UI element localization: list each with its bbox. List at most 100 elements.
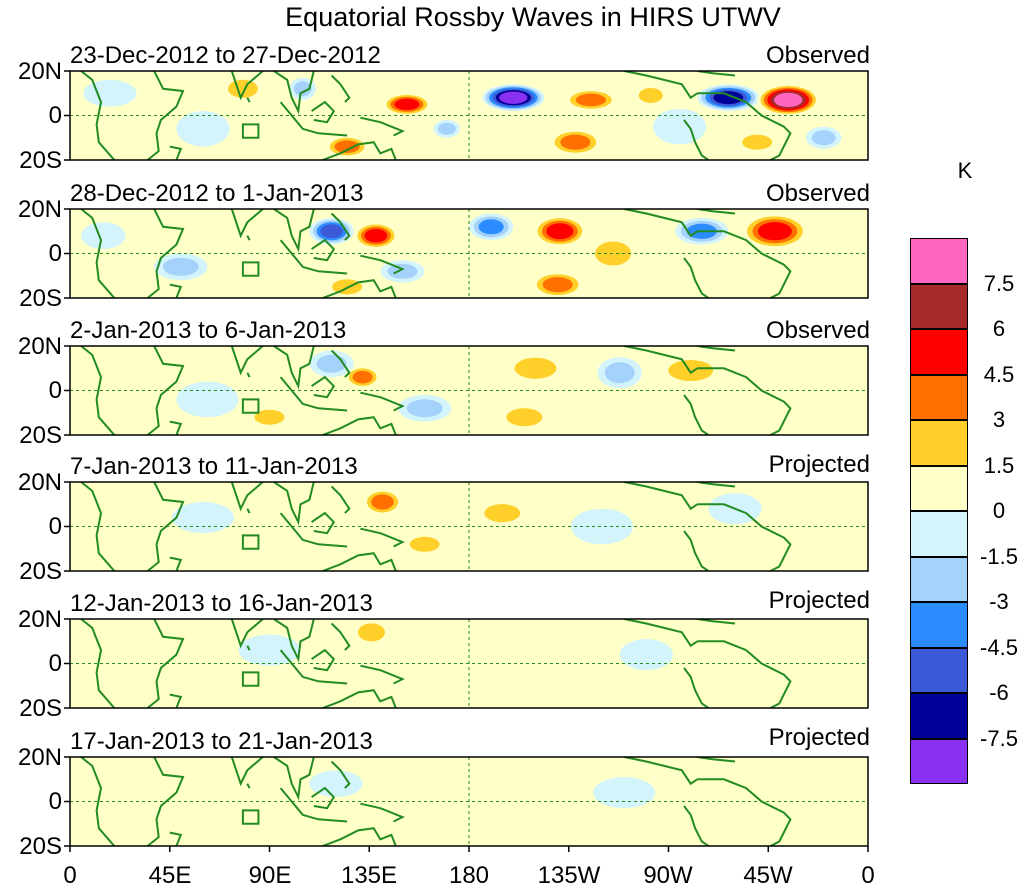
panel-3-status: Observed (765, 317, 870, 344)
positive-anomaly (352, 370, 373, 384)
region-box (241, 671, 260, 687)
coastline (80, 482, 116, 571)
coastline (246, 783, 251, 789)
positive-anomaly (114, 394, 159, 422)
coastline (169, 145, 183, 160)
negative-anomaly (811, 130, 836, 146)
colorbar-tick-label: 7.5 (983, 271, 1015, 296)
coastline (683, 805, 709, 846)
positive-anomaly (742, 134, 773, 150)
coastline (246, 97, 251, 103)
positive-anomaly (358, 623, 385, 642)
region-box (241, 398, 260, 414)
negative-anomaly (499, 91, 528, 104)
positive-anomaly (154, 799, 208, 831)
coastline (697, 640, 792, 708)
coastline (322, 416, 397, 435)
coastline (230, 71, 264, 101)
coastline (146, 346, 185, 435)
coastline (697, 367, 792, 435)
coastline (146, 209, 185, 298)
coastline (273, 209, 315, 253)
coastline (683, 394, 709, 435)
negative-anomaly (293, 81, 312, 97)
coastline (169, 693, 183, 708)
lat-label-0: 0 (48, 513, 62, 540)
panel-6-map (64, 756, 869, 852)
lon-label-135w: 135W (537, 862, 601, 889)
colorbar-swatch (910, 556, 968, 602)
lon-label-360: 0 (861, 862, 875, 889)
negative-anomaly (713, 91, 744, 105)
colorbar-unit: K (957, 158, 973, 183)
positive-anomaly (712, 636, 758, 664)
colorbar-swatch (910, 738, 968, 784)
coastline (697, 230, 792, 298)
lon-label-180: 180 (448, 862, 490, 889)
region-box (241, 809, 260, 825)
coastline (230, 346, 264, 376)
coastline (624, 346, 698, 375)
panel-1-date-range: 23-Dec-2012 to 27-Dec-2012 (70, 42, 381, 69)
coastline (80, 71, 116, 160)
coastline (360, 116, 405, 137)
panel-3-map (64, 345, 869, 436)
coastline (360, 802, 405, 823)
negative-anomaly (604, 362, 635, 384)
coastline (273, 346, 315, 390)
coastline (697, 92, 792, 160)
panel-5-date-range: 12-Jan-2013 to 16-Jan-2013 (70, 590, 373, 617)
colorbar-swatch (910, 602, 968, 648)
coastline (624, 482, 698, 511)
coastline (697, 503, 792, 571)
map-title: Equatorial Rossby Waves in HIRS UTWV (285, 2, 781, 32)
panel-5-status: Projected (768, 587, 870, 614)
coastline (624, 71, 698, 100)
positive-anomaly (668, 359, 714, 381)
positive-anomaly (484, 504, 521, 523)
coastline (322, 827, 397, 846)
anomaly-field (83, 75, 842, 158)
lat-label-20n: 20N (17, 333, 62, 360)
positive-anomaly (254, 409, 285, 425)
positive-anomaly (114, 663, 159, 691)
negative-anomaly (176, 111, 230, 147)
panel-6-status: Projected (768, 724, 870, 751)
negative-anomaly (619, 639, 673, 671)
coastline (683, 119, 709, 160)
lat-label-0: 0 (48, 788, 62, 815)
positive-anomaly (371, 494, 394, 510)
coastline (330, 212, 351, 241)
negative-anomaly (406, 399, 443, 418)
region-box (241, 123, 260, 139)
positive-anomaly (757, 222, 792, 241)
coastline (697, 778, 792, 846)
anomaly-field (114, 619, 758, 691)
coastline (624, 619, 698, 648)
lat-label-0: 0 (48, 377, 62, 404)
coastline (246, 235, 251, 241)
panel-3-date-range: 2-Jan-2013 to 6-Jan-2013 (70, 317, 347, 344)
lat-label-0: 0 (48, 650, 62, 677)
positive-anomaly (394, 98, 420, 111)
coastline (624, 757, 698, 786)
coastline (683, 667, 709, 708)
coastline (311, 238, 336, 262)
colorbar-swatch (910, 647, 968, 693)
positive-anomaly (480, 654, 547, 691)
negative-anomaly (162, 257, 199, 276)
negative-anomaly (83, 79, 137, 107)
coastline (311, 786, 336, 810)
coastline (169, 831, 183, 846)
panel-2-map (64, 208, 869, 299)
positive-anomaly (409, 536, 440, 552)
coastline (311, 511, 336, 535)
positive-anomaly (514, 357, 557, 379)
coastline (330, 760, 351, 789)
colorbar-tick-label: -3 (989, 589, 1009, 614)
coastline (279, 376, 348, 412)
coastline (360, 254, 405, 275)
coastline (273, 71, 315, 115)
coastline (279, 239, 348, 275)
coastline (230, 757, 264, 787)
